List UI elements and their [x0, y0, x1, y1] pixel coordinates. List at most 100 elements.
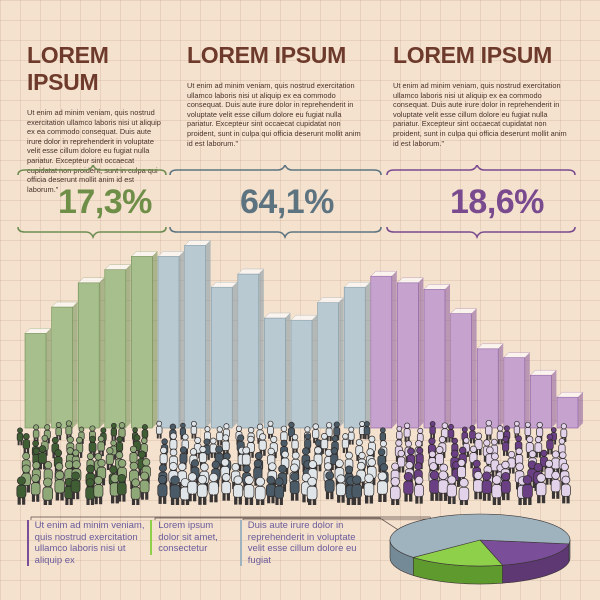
person-figure [524, 421, 532, 440]
person-figure [546, 433, 554, 455]
person-figure [500, 471, 511, 501]
person-figure [561, 475, 571, 504]
person-figure [491, 475, 502, 505]
person-figure [130, 478, 141, 505]
section-title: LOREM IPSUM [187, 42, 346, 68]
person-figure [503, 425, 511, 444]
brace-group-3 [386, 226, 576, 240]
bar [317, 297, 345, 429]
legend-swatch [27, 520, 29, 566]
person-figure [54, 470, 65, 501]
person-figure [522, 475, 533, 505]
pie-slice [412, 539, 504, 567]
section-title: LOREM IPSUM [27, 42, 109, 95]
bar-chart [24, 240, 584, 429]
person-figure [116, 474, 127, 502]
person-figure [190, 420, 198, 439]
person-figure [267, 420, 274, 439]
person-figure [85, 478, 96, 505]
person-figure [348, 426, 355, 445]
person-figure [30, 474, 41, 502]
bar [396, 277, 424, 429]
person-figure [335, 474, 346, 503]
person-figure [446, 475, 457, 505]
section-3: LOREM IPSUM Ut enim ad minim veniam, qui… [393, 42, 568, 148]
bar [476, 343, 504, 429]
pie-chart [389, 513, 571, 585]
person-figure [403, 422, 411, 442]
bar [423, 284, 451, 429]
brace-group-2 [169, 226, 382, 240]
bar [290, 314, 318, 429]
person-figure [534, 436, 543, 458]
person-figure [496, 425, 504, 445]
person-figure [274, 477, 285, 505]
legend-text: Duis aute irure dolor in reprehenderit i… [247, 520, 357, 566]
legend-item: Duis aute irure dolor in reprehenderit i… [240, 520, 370, 566]
person-figure [341, 433, 349, 453]
person-figure [403, 472, 414, 502]
person-figure [397, 449, 406, 473]
person-figure [351, 475, 362, 505]
section-body: Ut enim ad minim veniam, quis nostrud ex… [187, 81, 361, 148]
section-body: Ut enim ad minim veniam, quis nostrud ex… [393, 81, 567, 148]
bar [157, 251, 185, 429]
person-figure [93, 475, 104, 505]
bar [370, 270, 398, 429]
person-figure [254, 476, 266, 505]
person-figure [458, 478, 470, 505]
person-figure [363, 473, 375, 504]
percentage-label: 18,6% [450, 183, 544, 221]
person-figure [110, 422, 117, 441]
person-figure [416, 427, 424, 447]
bar [210, 281, 238, 429]
bar [77, 277, 105, 429]
person-figure [70, 471, 81, 500]
bar [184, 240, 212, 429]
person-figure [481, 471, 492, 501]
person-figure [32, 424, 40, 443]
person-figure [289, 472, 300, 501]
bar [263, 312, 291, 429]
bar [51, 301, 79, 429]
person-figure [208, 472, 219, 503]
brace-group-2 [169, 165, 382, 176]
group-braces [17, 165, 576, 240]
bar [503, 352, 531, 429]
pie-slice [479, 539, 570, 566]
person-figure [209, 437, 217, 458]
person-figure [469, 425, 476, 444]
bar [529, 369, 557, 429]
person-figure [474, 432, 483, 456]
pie-slice [389, 513, 571, 558]
legend-swatch [240, 520, 242, 566]
section-2: LOREM IPSUM Ut enim ad minim veniam, qui… [187, 42, 367, 148]
person-figure [232, 475, 244, 505]
person-figure [429, 420, 436, 439]
brace-group-3 [386, 165, 576, 176]
person-figure [287, 421, 295, 442]
connector-line [30, 516, 441, 536]
legend-item: Ut enim ad minim veniam, quis nostrud ex… [27, 520, 152, 566]
person-figure [179, 422, 186, 440]
person-figure [197, 474, 208, 505]
legend-item: Lorem ipsum dolor sit amet, consectetur [150, 520, 235, 555]
bar [556, 391, 584, 429]
person-figure [540, 449, 548, 472]
person-figure [535, 473, 547, 504]
person-figure [429, 470, 440, 501]
person-figure [105, 447, 114, 470]
person-figure [243, 475, 255, 505]
person-figure [485, 419, 493, 440]
section-1: LOREM IPSUM Ut enim ad minim veniam, qui… [27, 42, 165, 194]
person-figure [363, 421, 371, 440]
person-figure [325, 422, 333, 442]
person-figure [324, 471, 335, 500]
brace-group-1 [17, 165, 167, 176]
person-figure [306, 476, 318, 505]
bar [450, 308, 478, 429]
bar [24, 328, 52, 429]
person-figure [473, 470, 484, 500]
person-figure [377, 471, 388, 503]
person-figure [16, 476, 27, 505]
